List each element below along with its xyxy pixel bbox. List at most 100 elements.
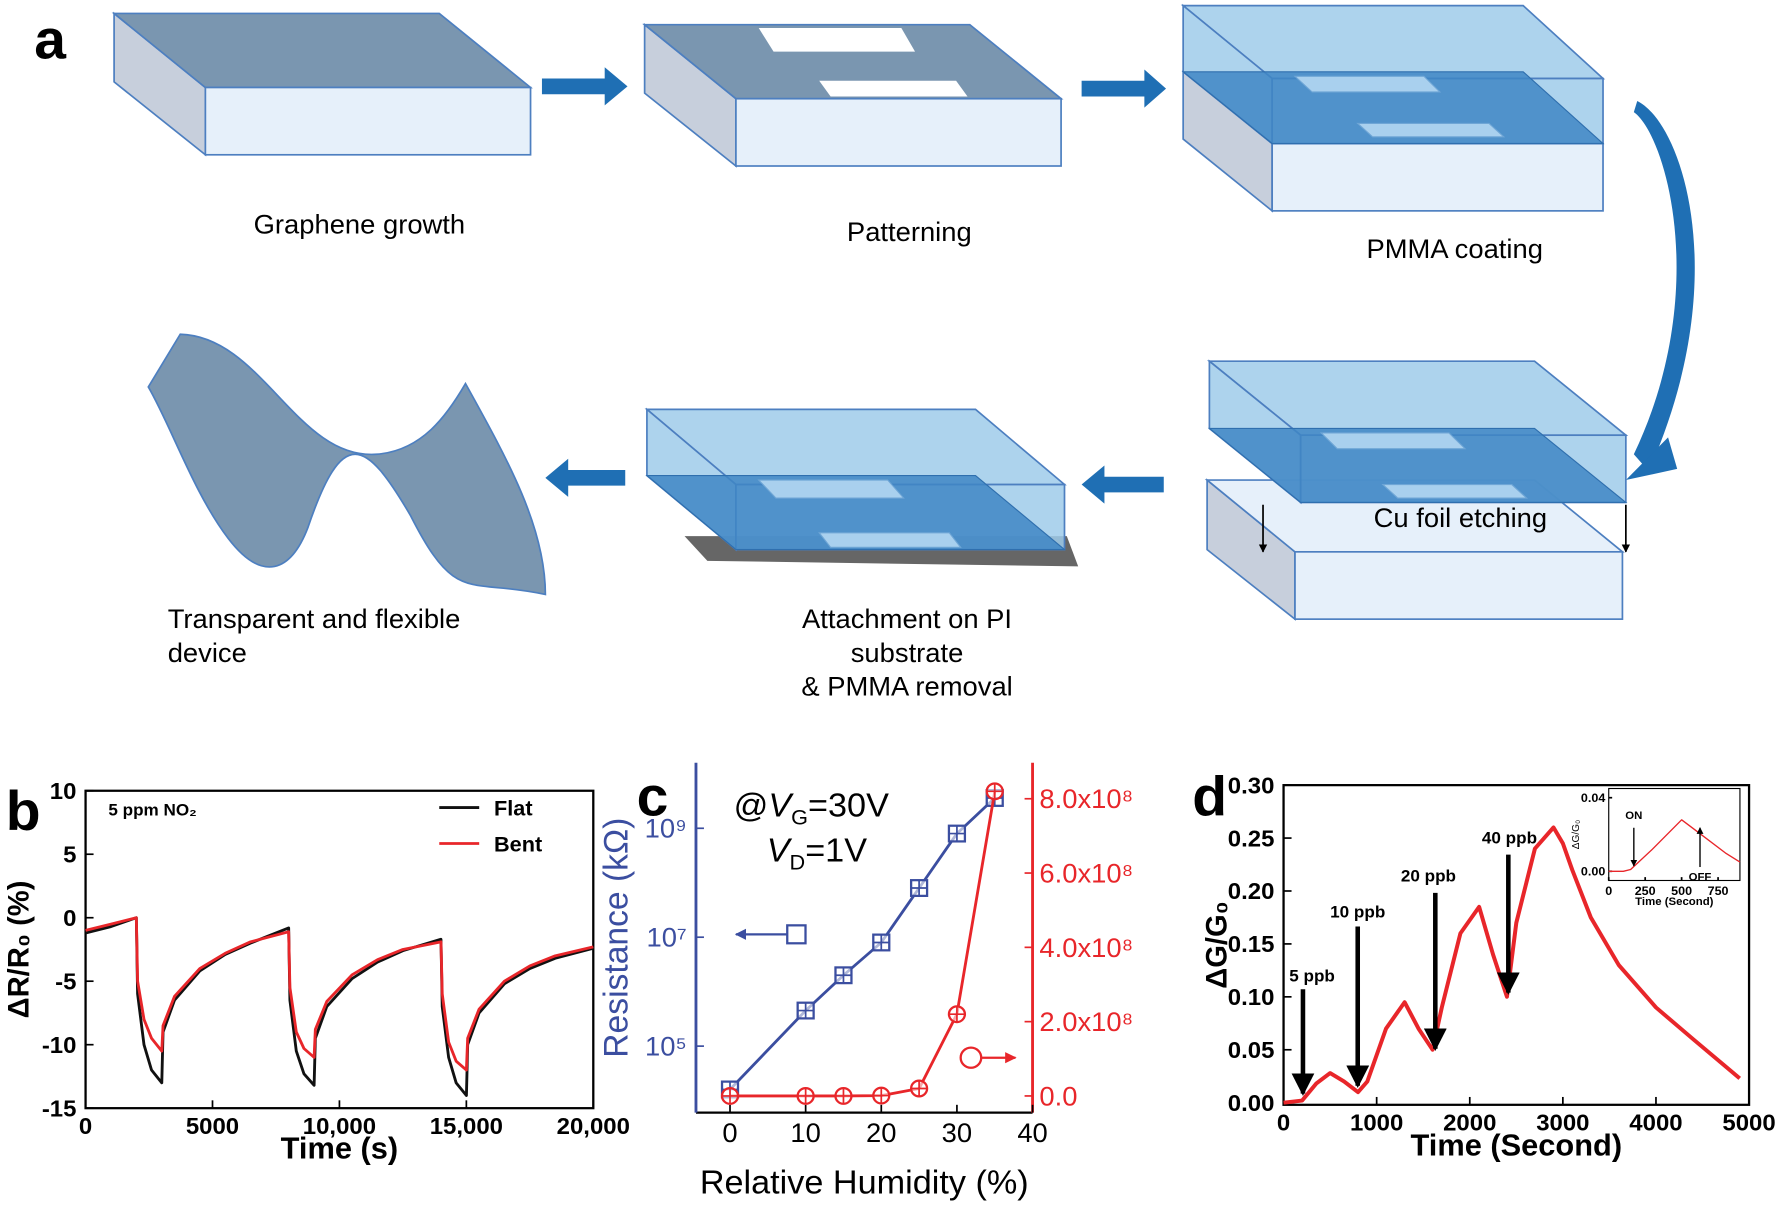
step-label: PMMA coating (1366, 233, 1542, 264)
annotation-part: V (767, 832, 793, 870)
series-line (85, 916, 594, 1097)
pattern-patch (758, 28, 916, 52)
y-axis-label: ΔR/R₀ (%) (2, 881, 35, 1019)
x-tick-label: 0 (79, 1113, 92, 1140)
x-tick-label: 5000 (1722, 1110, 1775, 1137)
step-label: substrate (851, 637, 964, 668)
pattern-patch (757, 479, 905, 499)
arrow-head (1625, 437, 1678, 481)
slab-front (204, 86, 532, 156)
legend-label: Bent (494, 832, 542, 856)
legend-label: Flat (494, 797, 533, 821)
annotation-part: =30V (808, 787, 889, 825)
y-tick-label: -15 (42, 1096, 77, 1123)
pattern-patch (1356, 122, 1506, 138)
data-point (872, 1086, 891, 1105)
marker-cross (911, 880, 928, 896)
annotation: 5 ppm NO₂ (108, 801, 196, 820)
x-tick-label: 500 (1671, 884, 1692, 898)
x-tick-label: 20 (866, 1117, 896, 1148)
x-tick-label: 3000 (1536, 1110, 1589, 1137)
pattern-patch (818, 532, 962, 548)
pattern-patch (1381, 483, 1529, 499)
marker-cross (797, 1088, 814, 1104)
slab-front (1294, 551, 1624, 620)
marker-cross (797, 1002, 814, 1019)
axis-arrow-circle (959, 1046, 983, 1069)
x-tick-label: 0 (722, 1117, 737, 1148)
x-axis-label: Time (s) (281, 1132, 399, 1166)
block-arrow (541, 67, 628, 106)
y-axis-label: Resistance (kΩ) (597, 818, 635, 1058)
y2-tick-label: 6.0x10⁸ (1039, 858, 1133, 889)
series-line (85, 916, 594, 1072)
x-tick-label: 5000 (186, 1113, 239, 1140)
data-point (947, 824, 967, 843)
marker-cross (911, 1080, 928, 1097)
y-tick-label: 0.15 (1228, 931, 1275, 958)
axes-frame (1282, 784, 1751, 1106)
y-tick-label: 0.20 (1228, 878, 1275, 905)
y-tick-label: 10⁷ (646, 922, 686, 953)
y-tick-label: 10⁹ (645, 813, 687, 844)
y-tick-label: 0.04 (1581, 791, 1605, 805)
data-point (872, 933, 891, 952)
pattern-patch (1293, 75, 1442, 93)
x-tick-label: 0 (1277, 1110, 1290, 1137)
x-axis-label: Relative Humidity (%) (700, 1164, 1029, 1202)
panel-label: c (637, 765, 669, 827)
series-line (1608, 819, 1741, 872)
marker-cross (835, 1088, 852, 1104)
y-tick-label: 0.30 (1228, 773, 1275, 800)
x-tick-label: 1000 (1350, 1110, 1403, 1137)
x-tick-label: 20,000 (557, 1113, 630, 1140)
x-tick-label: 250 (1635, 884, 1656, 898)
pattern-patch (819, 80, 968, 97)
flexible-device (147, 333, 547, 596)
panel-a-diagram (111, 3, 1695, 621)
chart: c 0 10 20 30 40 10⁵ 10⁷ 10⁹ 0.0 2.0x10⁸ 4.0x10⁸ 6.0x… (597, 762, 1133, 1202)
y2-tick-label: 8.0x10⁸ (1039, 783, 1133, 814)
block-arrow (1081, 465, 1164, 504)
y-tick-label: -10 (42, 1032, 77, 1059)
annotation: OFF (1689, 872, 1712, 884)
slab-front (1271, 142, 1604, 212)
y-axis-label: ΔG/G₀ (1571, 820, 1582, 849)
graphene-layer (1207, 427, 1628, 504)
y-tick-label: 10⁵ (645, 1031, 687, 1062)
axes-frame (1608, 787, 1741, 882)
curved-arrow (1633, 100, 1695, 472)
data-point (834, 966, 853, 985)
step-label: device (168, 637, 247, 668)
annotation: @VG=30V (734, 787, 890, 830)
marker-cross (722, 1088, 738, 1104)
x-axis-label: Time (Second) (1635, 896, 1714, 908)
marker-cross (873, 1087, 890, 1104)
y-tick-label: 5 (63, 842, 76, 869)
data-point (720, 1086, 740, 1105)
marker-cross (986, 783, 1003, 800)
annotation: ON (1625, 810, 1642, 822)
chart: d0 1000 2000 3000 4000 50000.000.050.100.150.… (1192, 765, 1775, 1162)
slab-front (735, 97, 1062, 167)
data-point (796, 1086, 815, 1105)
annotation: 5 ppb (1289, 967, 1335, 986)
panel-label: b (6, 779, 41, 841)
step-label: & PMMA removal (801, 671, 1012, 702)
y2-tick-label: 0.0 (1039, 1081, 1077, 1112)
y-tick-label: 10 (50, 778, 77, 805)
step-label: Cu foil etching (1374, 502, 1547, 533)
data-point (985, 782, 1004, 801)
y-axis-label: ΔG/G₀ (1200, 901, 1233, 989)
y-tick-label: 0.05 (1228, 1037, 1275, 1064)
annotation: 20 ppb (1401, 867, 1456, 886)
x-tick-label: 2000 (1443, 1110, 1496, 1137)
annotation: 10 ppb (1330, 903, 1385, 922)
data-point (909, 1079, 929, 1098)
data-point (947, 1005, 967, 1024)
x-tick-label: 4000 (1629, 1110, 1682, 1137)
y-tick-label: 0 (63, 905, 76, 932)
x-tick-label: 750 (1708, 884, 1729, 898)
